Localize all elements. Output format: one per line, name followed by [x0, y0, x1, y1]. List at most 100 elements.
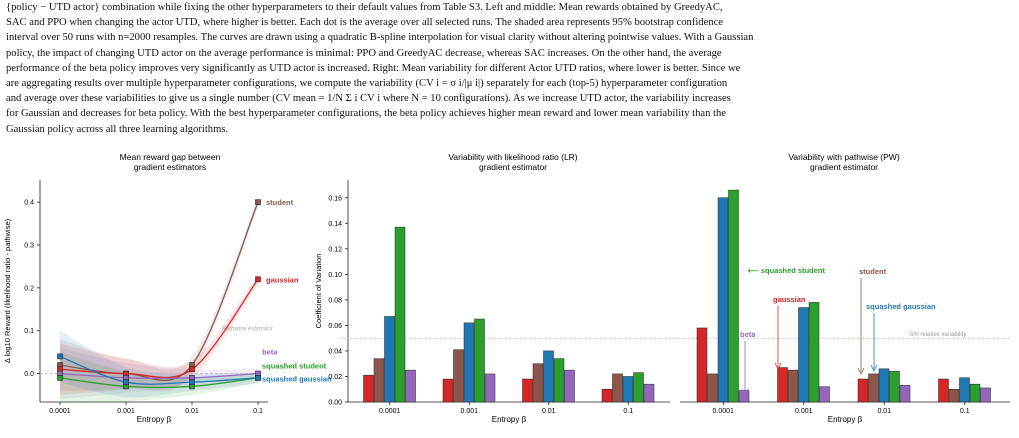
right-bar-beta	[980, 387, 991, 403]
caption-line-8: for Gaussian and decreases for beta poli…	[6, 108, 726, 120]
right-bar-beta	[899, 385, 911, 403]
right-bar-student	[948, 388, 960, 403]
figure-svg: Mean reward gap between gradient estimat…	[3, 152, 1010, 424]
point-squashed_gaussian	[189, 379, 195, 385]
right-bar-squashed_gaussian	[959, 377, 970, 403]
left-ytick-label: 0.2	[24, 285, 34, 292]
right-bar-student	[787, 369, 799, 403]
mid-bar-squashed_gaussian	[622, 376, 634, 403]
mid-ytick-label: 0.06	[328, 323, 342, 330]
right-title-2: gradient estimator	[810, 162, 878, 172]
caption-line-1: {policy − UTD actor} combination while f…	[6, 2, 723, 13]
mid-bar-beta	[405, 369, 416, 403]
lr-variability-chart: Variability with likelihood ratio (LR) g…	[314, 152, 673, 424]
caption-line-2: SAC and PPO when changing the actor UTD,…	[6, 17, 723, 29]
mid-bar-student	[373, 358, 385, 403]
mid-ytick-label: 0.08	[328, 297, 342, 304]
caption-line-9: Gaussian policy across all three learnin…	[6, 123, 229, 135]
left-xtick-label: 0.01	[185, 408, 199, 415]
right-bar-squashed_gaussian	[878, 368, 890, 403]
confidence-band-beta	[60, 347, 258, 400]
label-squashed-student: squashed student	[262, 361, 327, 370]
right-bar-gaussian	[857, 378, 869, 403]
ann-gaussian: gaussian	[773, 295, 806, 304]
left-title-1: Mean reward gap between	[120, 152, 221, 162]
mid-xtick-label: 0.01	[542, 408, 556, 415]
ann-squashed-gaussian-arrowhead	[870, 364, 878, 372]
caption-line-7: and average over these variabilities to …	[6, 93, 731, 105]
left-ytick-label: 0.0	[24, 371, 34, 378]
point-student	[255, 199, 261, 205]
mid-bar-gaussian	[363, 374, 374, 403]
right-xlabel: Entropy β	[828, 415, 863, 424]
right-bar-student	[868, 373, 879, 403]
line-gaussian	[59, 278, 259, 379]
mid-bar-squashed_gaussian	[543, 350, 554, 403]
label-gaussian: gaussian	[266, 275, 299, 284]
mid-bar-beta	[484, 373, 496, 403]
caption-line-6: are aggregating results over multiple hy…	[6, 78, 728, 90]
confidence-band-student	[60, 197, 258, 392]
figure-panels: Mean reward gap between gradient estimat…	[0, 150, 1019, 433]
point-squashed_gaussian	[123, 379, 129, 385]
left-xtick-label: 0.001	[117, 408, 135, 415]
ann-squashed-gaussian: squashed gaussian	[866, 302, 936, 311]
ann-beta: beta	[740, 330, 756, 339]
threshold-label: 5% relative variability	[910, 332, 966, 338]
mid-bar-gaussian	[442, 378, 454, 403]
mid-bar-student	[453, 349, 464, 403]
line-squashed_gaussian	[59, 355, 259, 385]
mid-bar-gaussian	[522, 378, 533, 403]
right-xtick-label: 0.0001	[713, 408, 735, 415]
mid-ytick-label: 0.10	[328, 272, 342, 279]
mid-bar-squashed_student	[394, 226, 406, 403]
mid-ytick-label: 0.16	[328, 195, 342, 202]
ann-beta-arrowhead	[741, 388, 749, 396]
right-xtick-label: 0.01	[877, 408, 891, 415]
left-ylabel: Δ log10 Reward (likelihood ratio - pathw…	[3, 218, 12, 363]
mid-bar-gaussian	[601, 388, 613, 403]
point-squashed_student	[57, 375, 63, 381]
mid-xlabel: Entropy β	[492, 415, 527, 424]
left-ytick-label: 0.4	[24, 200, 34, 207]
mid-title-2: gradient estimator	[479, 162, 547, 172]
right-bar-squashed_student	[808, 302, 820, 403]
ann-student-arrowhead	[857, 367, 865, 375]
line-squashed_student	[59, 377, 259, 389]
mid-bar-beta	[564, 369, 575, 403]
right-bar-squashed_student	[889, 371, 900, 403]
left-xtick-label: 0.0001	[49, 408, 71, 415]
ann-gaussian-arrowhead	[774, 362, 782, 370]
left-xtick-label: 0.1	[253, 408, 263, 415]
right-bar-gaussian	[938, 378, 949, 403]
caption-line-3: interval over 50 runs with n=2000 resamp…	[6, 32, 754, 44]
point-gaussian	[255, 276, 261, 283]
mid-bar-squashed_gaussian	[384, 316, 395, 403]
mid-ytick-label: 0.12	[328, 246, 342, 253]
confidence-band-gaussian	[60, 274, 258, 395]
caption-line-4: policy, the impact of changing UTD actor…	[6, 47, 722, 59]
right-bar-squashed_student	[728, 189, 739, 403]
mid-ylabel: Coefficient of Variation	[314, 254, 323, 329]
pw-variability-chart: Variability with pathwise (PW) gradient …	[673, 152, 1010, 424]
label-beta: beta	[262, 347, 278, 356]
ann-squashed-student: ⟵ squashed student	[748, 266, 826, 275]
mid-ytick-label: 0.04	[328, 348, 342, 355]
point-gaussian	[189, 366, 195, 373]
caption-line-5: performance of the beta policy improves …	[6, 62, 741, 74]
mid-bar-squashed_student	[474, 318, 485, 403]
mid-xtick-label: 0.0001	[379, 408, 401, 415]
mid-title-1: Variability with likelihood ratio (LR)	[448, 152, 577, 162]
mid-bar-squashed_student	[633, 372, 644, 403]
mid-xtick-label: 0.001	[460, 408, 478, 415]
right-xtick-label: 0.001	[795, 408, 813, 415]
mid-bar-student	[612, 373, 623, 403]
left-xlabel: Entropy β	[137, 415, 172, 424]
figure-caption: {policy − UTD actor} combination while f…	[6, 0, 1013, 137]
right-bar-squashed_gaussian	[717, 197, 729, 403]
pathwise-label: Pathwise estimator	[222, 327, 274, 333]
point-squashed_gaussian	[255, 375, 261, 381]
mid-ytick-label: 0.02	[328, 374, 342, 381]
left-ytick-label: 0.1	[24, 328, 34, 335]
mid-bar-squashed_gaussian	[463, 322, 475, 403]
